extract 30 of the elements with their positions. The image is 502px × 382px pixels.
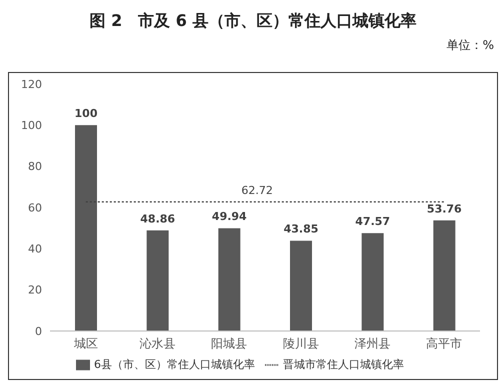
x-tick-label: 沁水县 (140, 336, 176, 351)
x-tick-label: 高平市 (426, 336, 462, 351)
y-tick-label: 40 (28, 242, 42, 256)
y-tick-label: 80 (28, 160, 42, 174)
data-label: 53.76 (426, 202, 462, 216)
data-label: 43.85 (284, 222, 318, 236)
y-tick-label: 100 (21, 119, 42, 132)
bar (290, 240, 312, 331)
legend-label: 6县（市、区）常住人口城镇化率 (94, 358, 255, 371)
bar (146, 230, 169, 331)
data-label: 62.72 (241, 184, 273, 197)
legend-label: 晋城市常住人口城镇化率 (283, 358, 404, 371)
x-tick-label: 阳城县 (211, 336, 248, 351)
data-label: 47.57 (355, 215, 390, 228)
bar (433, 220, 456, 331)
text: 单位：% (446, 37, 495, 54)
data-label: 48.86 (140, 212, 176, 226)
x-tick-label: 泽州县 (354, 336, 390, 351)
y-tick-label: 20 (28, 284, 42, 297)
y-tick-label: 0 (35, 324, 42, 338)
x-tick-label: 城区 (72, 336, 98, 351)
bar (362, 233, 384, 331)
bar (218, 228, 240, 331)
data-label: 49.94 (212, 210, 248, 224)
x-tick-label: 陵川县 (282, 336, 319, 351)
data-label: 100 (74, 107, 98, 120)
y-tick-label: 60 (28, 201, 42, 214)
y-tick-label: 120 (21, 78, 42, 91)
bar (75, 125, 97, 331)
chart-title: 图 2 市及 6 县（市、区）常住人口城镇化率 (88, 10, 418, 32)
